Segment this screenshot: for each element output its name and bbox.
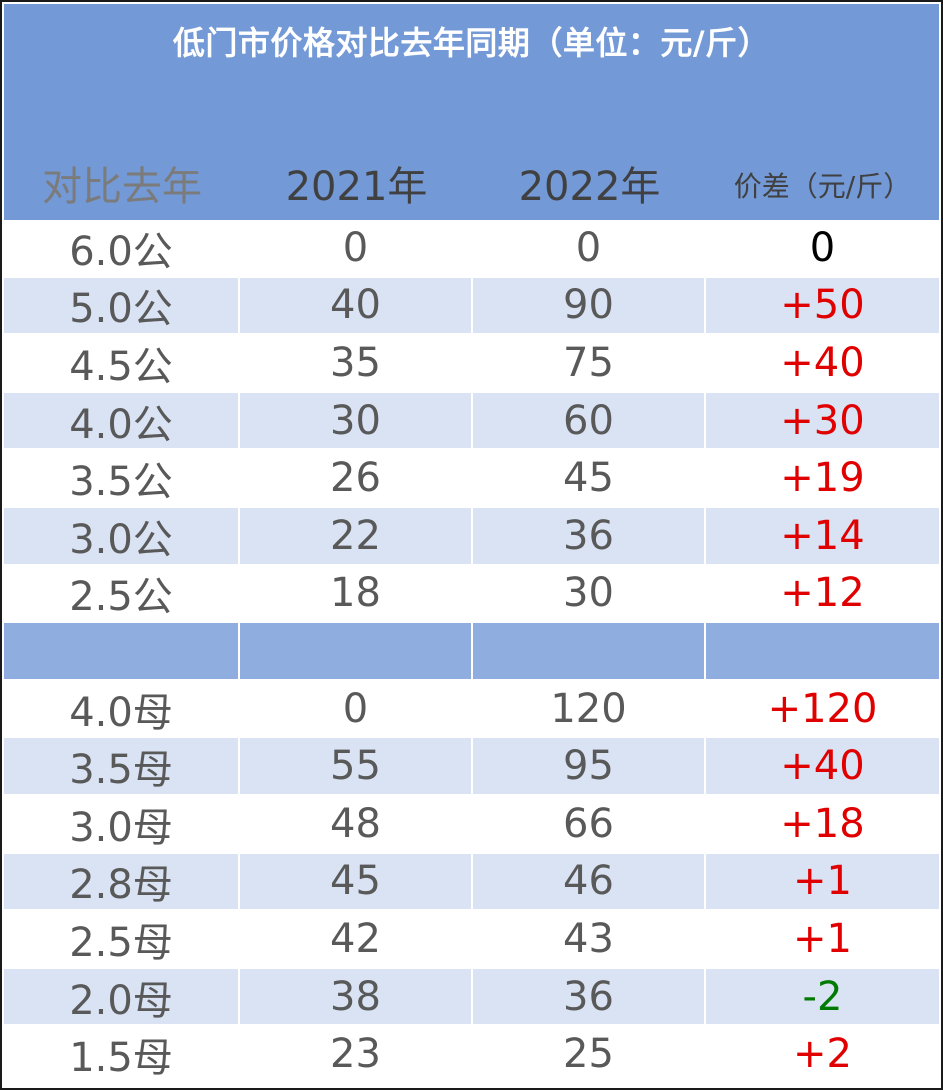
price-2022-cell: 36 [473, 507, 706, 566]
table-header: 低门市价格对比去年同期（单位：元/斤） 对比去年 2021年 2022年 价差（… [4, 4, 939, 220]
table-row: 2.0母 38 36 -2 [4, 968, 939, 1027]
price-2021-cell: 42 [240, 911, 473, 969]
column-header-compare: 对比去年 [42, 164, 202, 210]
size-label-cell: 3.5母 [4, 738, 240, 796]
price-2022-cell: 30 [473, 565, 706, 624]
size-label-cell: 2.0母 [4, 968, 240, 1027]
size-label-cell: 4.0母 [4, 680, 240, 739]
price-difference-cell: +18 [706, 796, 939, 854]
price-difference-cell: +30 [706, 392, 939, 451]
price-2021-cell: 0 [240, 220, 473, 278]
table-row: 4.5公 35 75 +40 [4, 335, 939, 393]
price-2022-cell: 46 [473, 853, 706, 912]
price-2022-cell: 43 [473, 911, 706, 969]
price-2021-cell: 26 [240, 450, 473, 508]
size-label-cell: 1.5母 [4, 1026, 240, 1084]
size-label-cell: 3.0公 [4, 507, 240, 566]
column-header-2022: 2022年 [518, 164, 661, 210]
separator-cell [240, 623, 473, 681]
size-label-cell: 2.5母 [4, 911, 240, 969]
size-label-cell: 3.0母 [4, 795, 240, 854]
price-2021-cell: 40 [240, 277, 473, 336]
price-difference-cell: 0 [706, 220, 939, 278]
price-2021-cell: 45 [240, 853, 473, 912]
size-label-cell: 2.8母 [4, 853, 240, 912]
table-row: 3.0母 48 66 +18 [4, 795, 939, 854]
table-title: 低门市价格对比去年同期（单位：元/斤） [172, 24, 771, 62]
price-difference-cell: +1 [706, 853, 939, 912]
separator-row [4, 623, 939, 681]
separator-cell [4, 623, 240, 681]
price-2022-cell: 95 [473, 738, 706, 796]
price-2021-cell: 23 [240, 1026, 473, 1084]
table-row: 2.5公 18 30 +12 [4, 565, 939, 624]
price-2022-cell: 90 [473, 277, 706, 336]
price-2021-cell: 38 [240, 968, 473, 1027]
table-body: 6.0公 0 0 0 5.0公 40 90 +50 4.5公 35 75 +40… [4, 220, 939, 1084]
size-label-cell: 3.5公 [4, 450, 240, 508]
table-row: 2.8母 45 46 +1 [4, 853, 939, 912]
table-row: 4.0母 0 120 +120 [4, 680, 939, 739]
price-2021-cell: 48 [240, 795, 473, 854]
table-row: 3.5母 55 95 +40 [4, 738, 939, 796]
price-difference-cell: +14 [706, 507, 939, 566]
price-difference-cell: +19 [706, 450, 939, 508]
price-difference-cell: +40 [706, 738, 939, 796]
price-2022-cell: 66 [473, 795, 706, 854]
size-label-cell: 5.0公 [4, 277, 240, 336]
price-2022-cell: 0 [473, 220, 706, 278]
price-difference-cell: +12 [706, 566, 939, 624]
price-2022-cell: 25 [473, 1026, 706, 1084]
size-label-cell: 4.0公 [4, 392, 240, 451]
size-label-cell: 6.0公 [4, 220, 240, 278]
price-2021-cell: 30 [240, 392, 473, 451]
size-label-cell: 4.5公 [4, 335, 240, 393]
price-2021-cell: 22 [240, 507, 473, 566]
price-difference-cell: +1 [706, 911, 939, 969]
table-row: 3.5公 26 45 +19 [4, 450, 939, 508]
table-row: 1.5母 23 25 +2 [4, 1026, 939, 1084]
price-2022-cell: 60 [473, 392, 706, 451]
table-row: 3.0公 22 36 +14 [4, 507, 939, 566]
price-2021-cell: 0 [240, 680, 473, 739]
column-header-difference: 价差（元/斤） [733, 170, 912, 203]
price-2022-cell: 120 [473, 680, 706, 739]
table-row: 2.5母 42 43 +1 [4, 911, 939, 969]
separator-cell [473, 623, 706, 681]
price-difference-cell: +2 [706, 1026, 939, 1084]
price-2021-cell: 18 [240, 565, 473, 624]
price-2022-cell: 36 [473, 968, 706, 1027]
table-row: 4.0公 30 60 +30 [4, 392, 939, 451]
price-2021-cell: 35 [240, 335, 473, 393]
separator-cell [706, 623, 939, 681]
price-difference-cell: -2 [706, 968, 939, 1027]
table-row: 5.0公 40 90 +50 [4, 277, 939, 336]
table-row: 6.0公 0 0 0 [4, 220, 939, 278]
price-difference-cell: +50 [706, 277, 939, 336]
size-label-cell: 2.5公 [4, 565, 240, 624]
price-difference-cell: +120 [706, 681, 939, 739]
column-header-2021: 2021年 [285, 164, 428, 210]
price-difference-cell: +40 [706, 335, 939, 393]
price-2021-cell: 55 [240, 738, 473, 796]
price-2022-cell: 75 [473, 335, 706, 393]
price-2022-cell: 45 [473, 450, 706, 508]
